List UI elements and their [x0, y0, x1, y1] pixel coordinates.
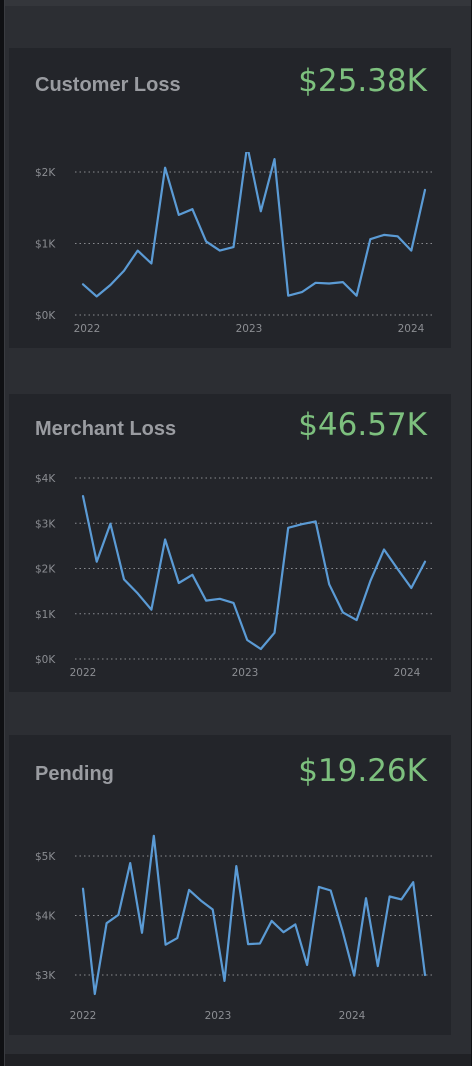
- y-tick-label: $1K: [35, 609, 56, 621]
- card-total-value: $25.38K: [298, 63, 427, 99]
- y-tick-label: $2K: [35, 167, 56, 179]
- x-tick-label: 2024: [398, 323, 425, 335]
- x-tick-label: 2022: [70, 667, 97, 679]
- y-tick-label: $5K: [35, 851, 56, 863]
- series-line: [81, 495, 427, 651]
- x-tick-label: 2023: [236, 323, 263, 335]
- pending-card[interactable]: Pending $19.26K $3K $4K $5K 2022 2023 2024: [9, 735, 451, 1035]
- card-title: Merchant Loss: [35, 418, 177, 440]
- customer-loss-card[interactable]: Customer Loss $25.38K $0K $1K $2K 2022 2023 2…: [9, 48, 451, 348]
- merchant-loss-chart: $0K $1K $2K $3K $4K 2022 2023 2024: [35, 473, 433, 679]
- y-tick-label: $3K: [35, 970, 56, 982]
- y-tick-label: $0K: [35, 654, 56, 666]
- pending-chart: $3K $4K $5K 2022 2023 2024: [35, 834, 433, 1022]
- x-tick-label: 2022: [74, 323, 101, 335]
- dashboard-panel: Customer Loss $25.38K $0K $1K $2K 2022 2023 2…: [4, 0, 471, 1066]
- panel-header-strip: [5, 0, 471, 6]
- card-total-value: $19.26K: [298, 753, 427, 789]
- y-tick-label: $2K: [35, 564, 56, 576]
- x-tick-label: 2024: [339, 1010, 366, 1022]
- merchant-loss-card[interactable]: Merchant Loss $46.57K $0K $1K $2K $3K $4K 202…: [9, 394, 451, 692]
- series-line: [81, 834, 427, 996]
- y-tick-label: $1K: [35, 239, 56, 251]
- x-tick-label: 2023: [232, 667, 259, 679]
- panel-footer-strip: [5, 1054, 471, 1066]
- y-tick-label: $4K: [35, 473, 56, 485]
- x-tick-label: 2022: [70, 1010, 97, 1022]
- card-title: Customer Loss: [35, 74, 181, 96]
- y-tick-label: $3K: [35, 518, 56, 530]
- customer-loss-chart: $0K $1K $2K 2022 2023 2024: [35, 152, 433, 335]
- y-tick-label: $4K: [35, 911, 56, 923]
- series-line: [81, 152, 427, 298]
- x-tick-label: 2023: [205, 1010, 232, 1022]
- x-tick-label: 2024: [394, 667, 421, 679]
- card-title: Pending: [35, 763, 114, 785]
- y-tick-label: $0K: [35, 310, 56, 322]
- card-total-value: $46.57K: [298, 407, 427, 443]
